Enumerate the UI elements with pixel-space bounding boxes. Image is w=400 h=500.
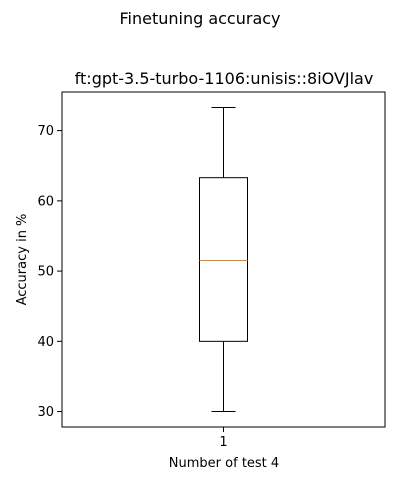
x-axis-ticks: 1 [219, 427, 228, 450]
box-1 [199, 106, 248, 413]
iqr-box [199, 177, 248, 342]
box-series [199, 106, 248, 413]
plot-area: 30 40 50 60 70 1 [37, 91, 386, 450]
y-tick-label: 40 [37, 335, 54, 350]
y-tick-label: 70 [37, 124, 54, 139]
y-axis-label: Accuracy in % [15, 214, 30, 306]
y-tick-label: 50 [37, 265, 54, 280]
y-axis-ticks: 30 40 50 60 70 [37, 124, 62, 420]
y-tick-label: 30 [37, 405, 54, 420]
chart-suptitle: Finetuning accuracy [119, 9, 280, 28]
chart-title: ft:gpt-3.5-turbo-1106:unisis::8iOVJlav [75, 69, 374, 88]
x-axis-label: Number of test 4 [169, 456, 279, 471]
y-tick-label: 60 [37, 194, 54, 209]
x-tick-label: 1 [219, 435, 227, 450]
